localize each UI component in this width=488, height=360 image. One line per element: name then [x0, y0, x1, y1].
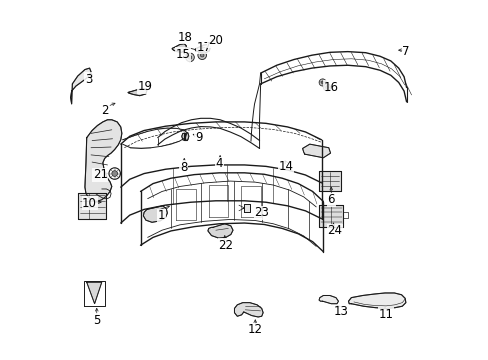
- Text: 21: 21: [93, 168, 108, 181]
- Text: 9: 9: [194, 131, 202, 144]
- Polygon shape: [70, 68, 91, 104]
- Circle shape: [321, 81, 324, 84]
- Polygon shape: [348, 293, 405, 309]
- Text: 22: 22: [218, 239, 233, 252]
- Circle shape: [198, 51, 206, 59]
- Polygon shape: [195, 44, 210, 53]
- Text: 4: 4: [215, 157, 223, 170]
- Text: 7: 7: [401, 45, 409, 58]
- Text: 14: 14: [278, 160, 293, 173]
- Text: 18: 18: [178, 31, 192, 44]
- Polygon shape: [172, 44, 186, 52]
- Polygon shape: [319, 171, 340, 192]
- Text: 17: 17: [197, 41, 211, 54]
- Polygon shape: [207, 224, 233, 238]
- Polygon shape: [302, 144, 330, 158]
- Polygon shape: [86, 282, 102, 304]
- Polygon shape: [182, 133, 188, 140]
- Text: 11: 11: [378, 308, 393, 321]
- Text: 8: 8: [180, 161, 187, 174]
- Text: 13: 13: [333, 306, 348, 319]
- Text: 5: 5: [93, 314, 100, 327]
- Text: 12: 12: [247, 323, 262, 336]
- Polygon shape: [234, 303, 263, 317]
- Circle shape: [109, 168, 120, 179]
- Text: 23: 23: [254, 207, 268, 220]
- Text: 1: 1: [157, 210, 165, 222]
- Polygon shape: [244, 204, 249, 212]
- Circle shape: [112, 171, 117, 176]
- Polygon shape: [319, 205, 343, 227]
- Text: 2: 2: [101, 104, 108, 117]
- Polygon shape: [128, 89, 147, 96]
- Text: 19: 19: [137, 80, 152, 93]
- Text: 16: 16: [323, 81, 338, 94]
- Circle shape: [325, 86, 328, 89]
- Polygon shape: [78, 193, 106, 220]
- Circle shape: [185, 53, 194, 62]
- Text: 6: 6: [327, 193, 334, 206]
- Polygon shape: [85, 120, 122, 202]
- Text: 20: 20: [207, 34, 222, 48]
- Circle shape: [200, 53, 203, 57]
- Circle shape: [188, 55, 191, 59]
- Circle shape: [319, 79, 325, 86]
- Circle shape: [323, 84, 330, 91]
- Text: 10: 10: [82, 197, 97, 210]
- Text: 24: 24: [326, 224, 342, 238]
- Polygon shape: [143, 206, 167, 222]
- Text: 15: 15: [175, 48, 190, 61]
- Text: 3: 3: [84, 73, 92, 86]
- Polygon shape: [319, 296, 338, 304]
